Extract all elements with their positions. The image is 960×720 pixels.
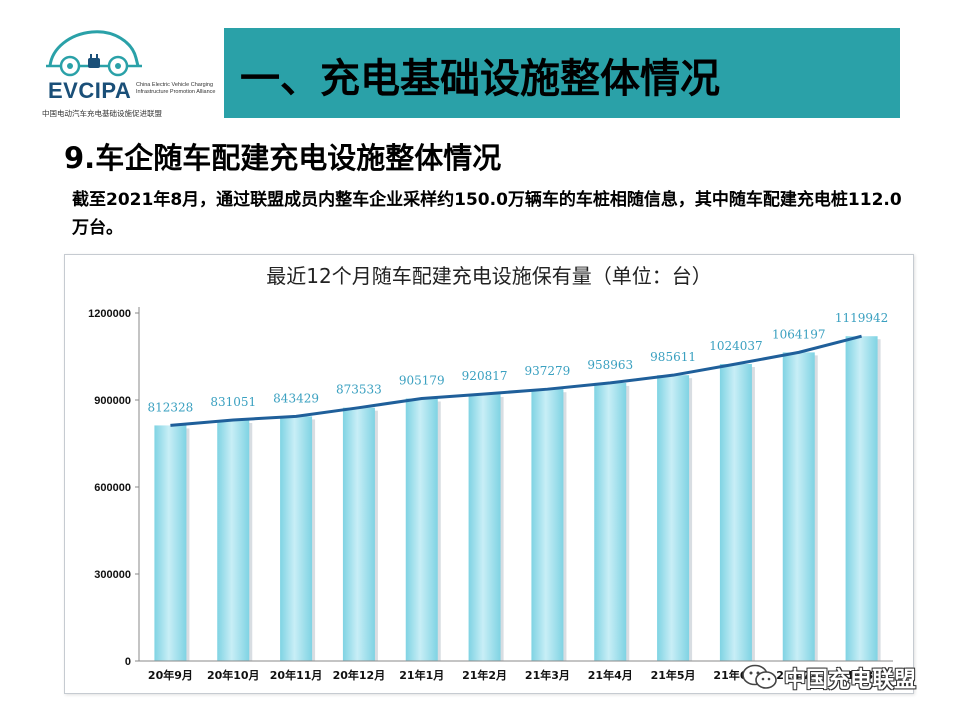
- bar: [594, 382, 627, 661]
- x-tick-label: 21年7月: [776, 668, 821, 682]
- data-label: 831051: [210, 395, 256, 409]
- bar: [657, 375, 690, 661]
- bar: [468, 393, 501, 661]
- x-tick-label: 21年4月: [588, 668, 633, 682]
- data-label: 1024037: [709, 339, 762, 353]
- bar: [405, 398, 438, 661]
- chart-frame: 最近12个月随车配建充电设施保有量（单位：台） 0 300000 600000 900…: [64, 254, 914, 694]
- data-label: 937279: [525, 364, 571, 378]
- summary-text: 截至2021年8月，通过联盟成员内整车企业采样约150.0万辆车的车桩相随信息，…: [72, 190, 902, 238]
- x-tick-label: 20年10月: [207, 668, 260, 682]
- watermark: 中国充电联盟: [742, 660, 942, 696]
- bars: [154, 336, 881, 661]
- y-tick-label: 900000: [94, 395, 131, 407]
- data-label: 1119942: [835, 311, 888, 325]
- x-axis: 20年9月 20年10月 20年11月 20年12月 21年1月 21年2月 21年3月 21…: [139, 660, 893, 682]
- header-bar: 一、充电基础设施整体情况: [224, 28, 900, 118]
- data-labels: 812328 831051 843429 873533 905179 920817 9372…: [148, 311, 889, 414]
- wechat-icon: [742, 664, 777, 689]
- bar: [280, 416, 313, 661]
- data-label: 920817: [462, 369, 508, 383]
- y-tick-label: 1200000: [88, 308, 131, 320]
- bar: [217, 419, 250, 661]
- logo-chinese-name: 中国电动汽车充电基础设施促进联盟: [42, 109, 162, 118]
- data-label: 905179: [399, 373, 445, 387]
- bar-line-chart: 最近12个月随车配建充电设施保有量（单位：台） 0 300000 600000 900…: [88, 264, 893, 682]
- data-label: 843429: [273, 391, 319, 405]
- bar: [845, 336, 878, 661]
- x-tick-label: 20年11月: [270, 668, 323, 682]
- data-label: 812328: [148, 400, 194, 414]
- data-label: 1064197: [772, 327, 825, 341]
- x-tick-label: 20年9月: [148, 668, 193, 682]
- bar: [531, 389, 564, 661]
- y-tick-label: 600000: [94, 482, 131, 494]
- bar: [342, 407, 375, 661]
- section-title: 9.车企随车配建充电设施整体情况: [64, 141, 502, 175]
- trend-line: [170, 334, 862, 427]
- y-axis: 0 300000 600000 900000 1200000: [88, 307, 140, 668]
- watermark-text: 中国充电联盟: [784, 668, 917, 693]
- trend-line-path: [170, 334, 862, 427]
- car-plug-logo-icon: [46, 30, 142, 77]
- data-label: 958963: [587, 358, 633, 372]
- data-label: 873533: [336, 383, 382, 397]
- data-label: 985611: [650, 350, 696, 364]
- y-tick-label: 300000: [94, 569, 131, 581]
- x-tick-label: 21年1月: [399, 668, 444, 682]
- bar: [719, 364, 752, 661]
- bar: [782, 352, 815, 661]
- chart-title: 最近12个月随车配建充电设施保有量（单位：台）: [266, 264, 711, 288]
- logo-brand: EVCIPA: [48, 78, 132, 103]
- x-tick-label: 21年2月: [462, 668, 507, 682]
- x-tick-label: 21年5月: [651, 668, 696, 682]
- page-title: 一、充电基础设施整体情况: [240, 56, 720, 102]
- logo-english-name: China Electric Vehicle Charging Infrastr…: [136, 82, 216, 95]
- x-tick-label: 21年8月: [839, 668, 884, 682]
- y-tick-label: 0: [125, 656, 131, 668]
- bar: [154, 425, 187, 661]
- evcipa-logo: EVCIPA China Electric Vehicle Charging I…: [40, 22, 215, 122]
- x-tick-label: 21年3月: [525, 668, 570, 682]
- x-tick-label: 20年12月: [333, 668, 386, 682]
